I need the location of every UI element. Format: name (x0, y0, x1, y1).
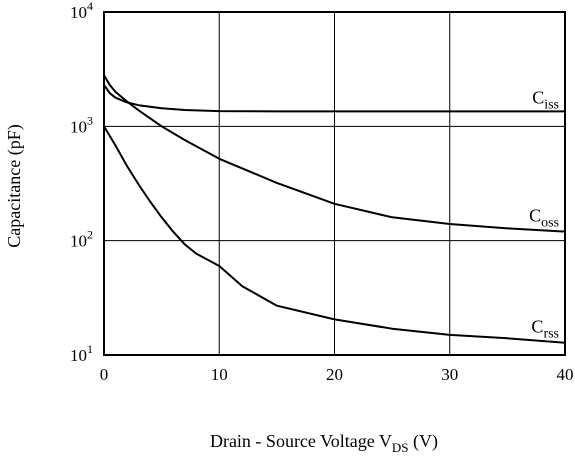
series-label-Ciss: Ciss (532, 87, 559, 112)
x-tick-label-40: 40 (557, 365, 574, 384)
x-axis-label-unit: (V) (409, 431, 439, 452)
y-tick-labels: 101 102 103 104 (70, 0, 93, 365)
x-tick-label-20: 20 (326, 365, 343, 384)
series-line-Coss (103, 74, 566, 233)
grid-lines (104, 12, 565, 355)
series-label-Crss: Crss (531, 317, 559, 342)
y-axis-label: Capacitance (pF) (4, 124, 25, 247)
series-line-Ciss (103, 84, 565, 113)
series-curves (103, 74, 566, 344)
y-tick-label-10: 101 (70, 342, 93, 365)
y-tick-label-100: 102 (70, 228, 93, 251)
y-tick-label-1000: 103 (70, 113, 93, 136)
x-axis-label: Drain - Source Voltage VDS (V) (210, 431, 438, 455)
x-axis-label-sub: DS (392, 440, 409, 455)
y-tick-label-10000: 104 (70, 0, 93, 22)
series-label-Coss: Coss (529, 206, 559, 231)
x-axis-label-main: Drain - Source Voltage V (210, 431, 392, 451)
series-labels: Ciss Coss Crss (529, 87, 559, 341)
x-tick-label-10: 10 (211, 365, 228, 384)
series-line-Crss (103, 125, 566, 344)
x-tick-label-30: 30 (441, 365, 458, 384)
x-tick-labels: 0 10 20 30 40 (100, 365, 574, 384)
x-tick-label-0: 0 (100, 365, 109, 384)
plot-frame (103, 11, 566, 356)
